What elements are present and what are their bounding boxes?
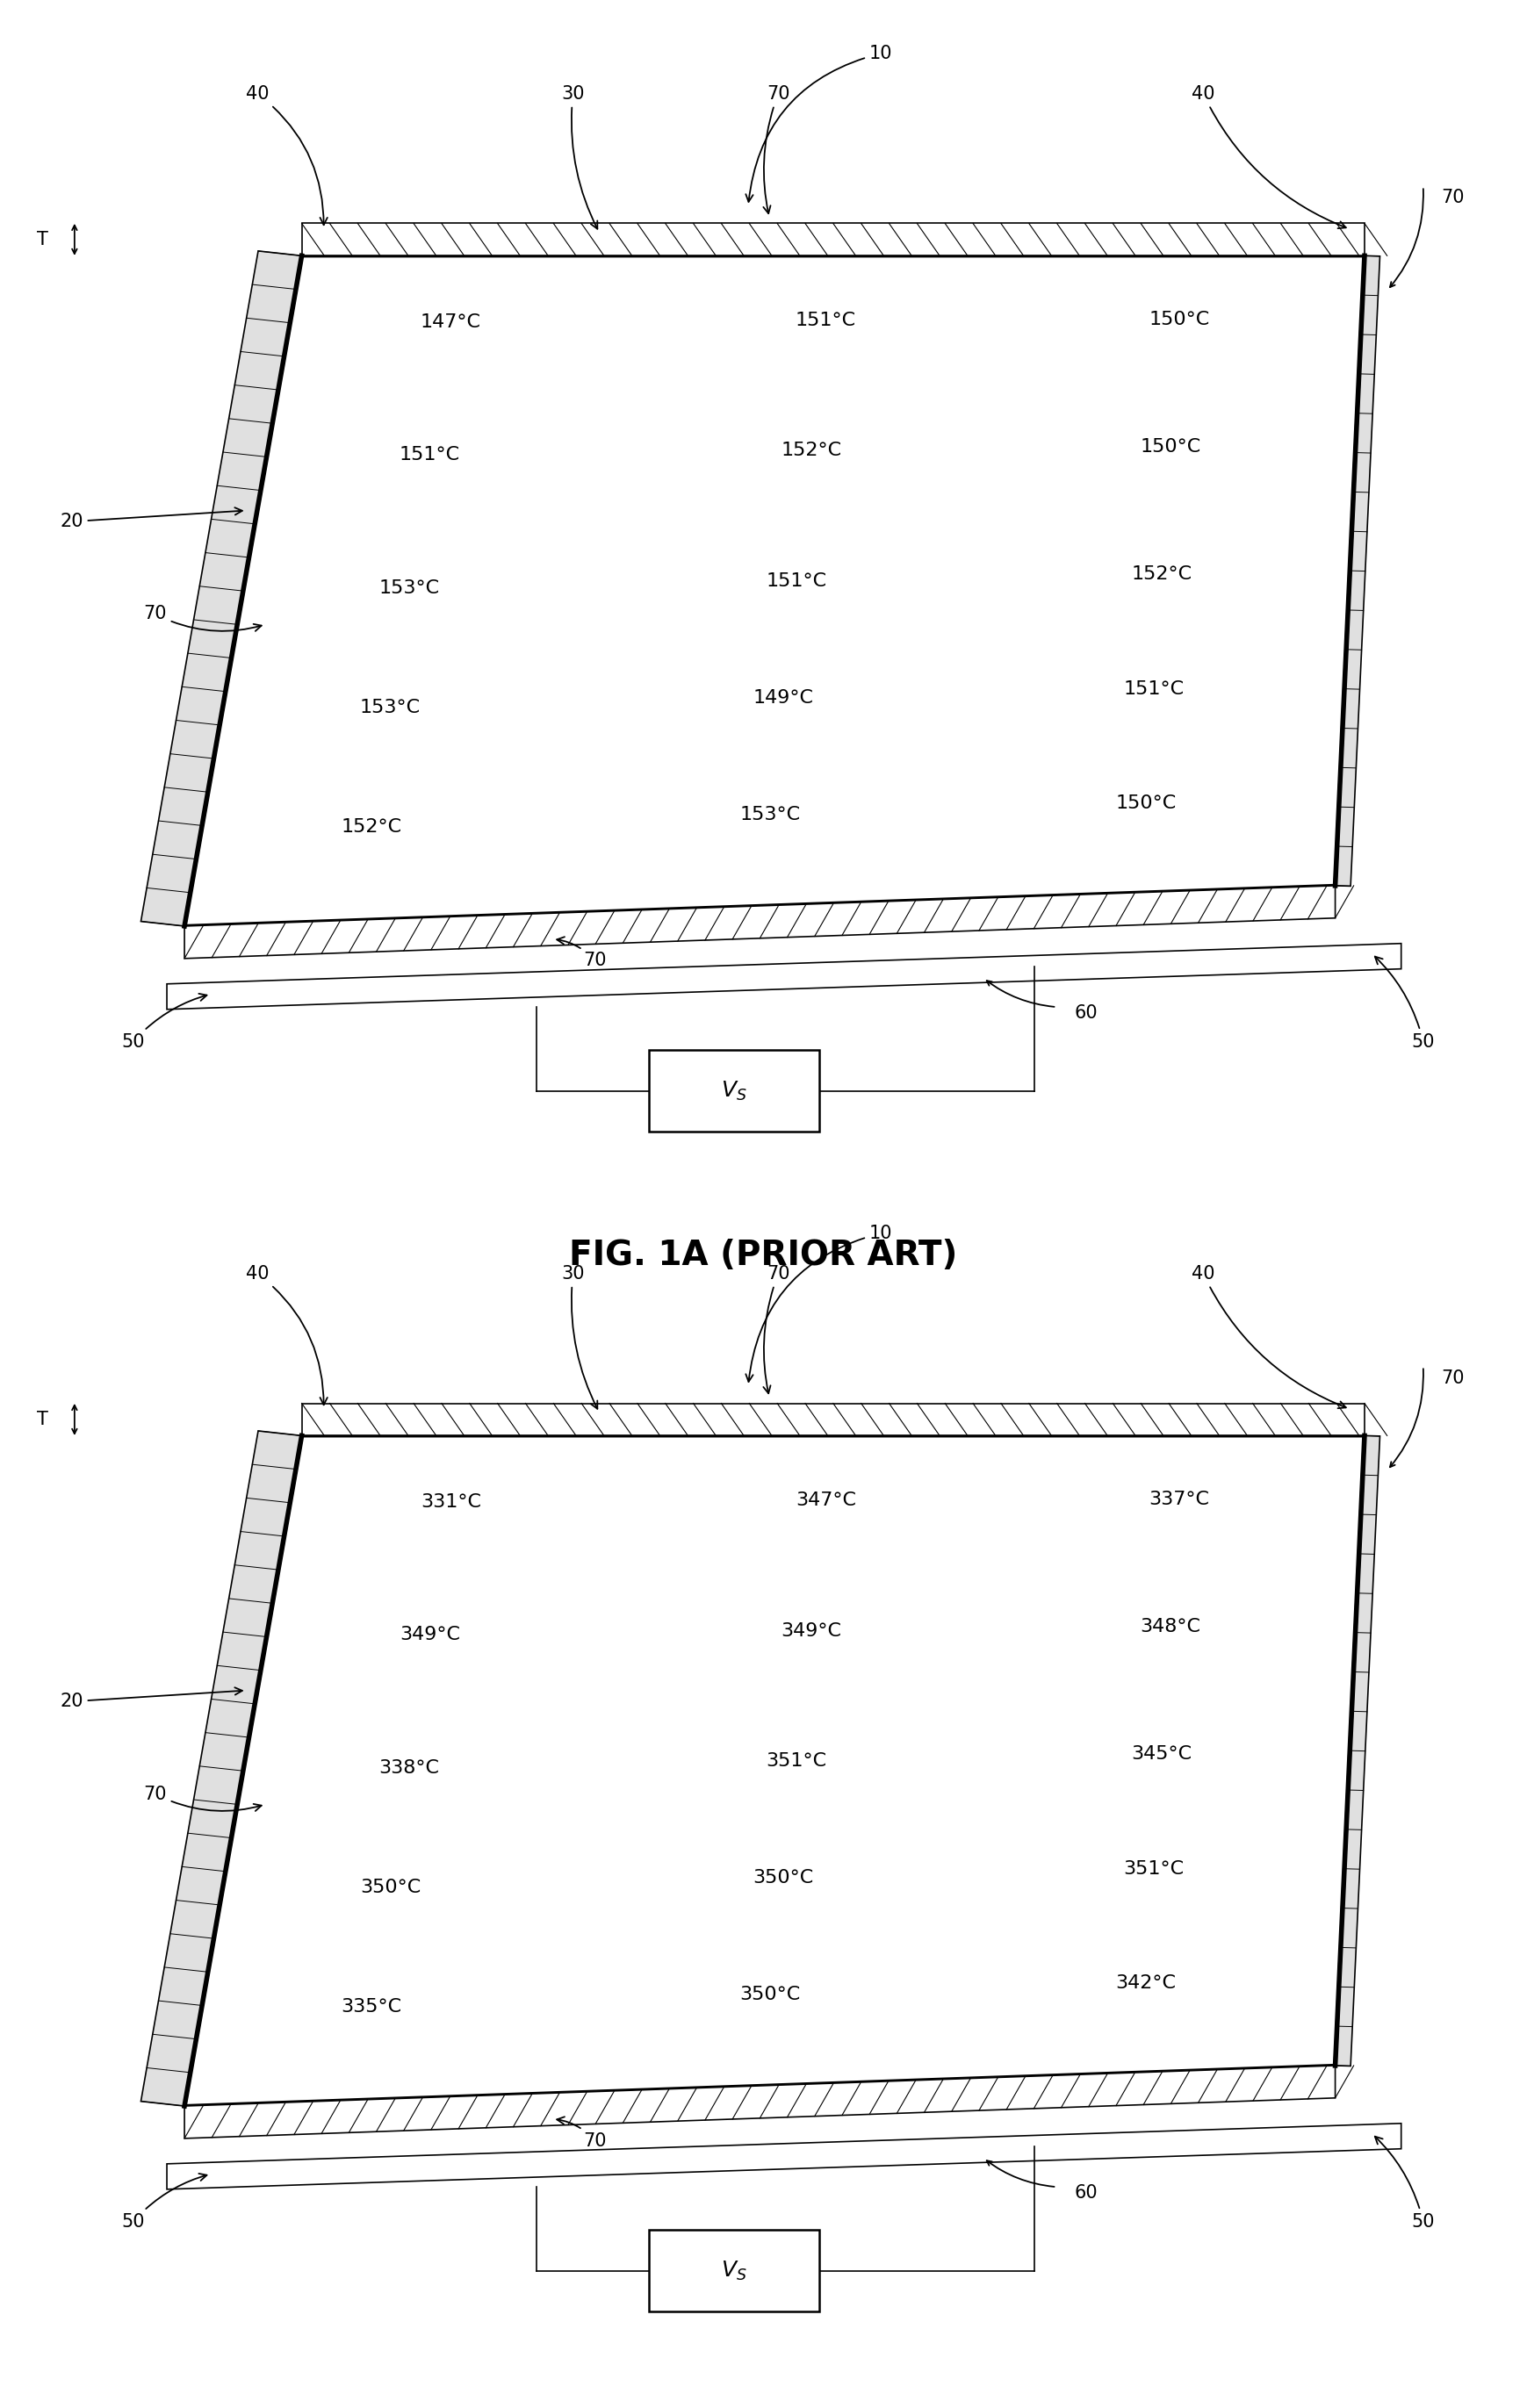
- Text: 40: 40: [1191, 1264, 1345, 1409]
- Text: 70: 70: [1441, 1370, 1464, 1387]
- Text: 151°C: 151°C: [400, 445, 460, 465]
- Text: 337°C: 337°C: [1150, 1491, 1209, 1507]
- Text: $V_S$: $V_S$: [721, 1079, 747, 1103]
- Text: 153°C: 153°C: [379, 578, 440, 597]
- FancyBboxPatch shape: [649, 1050, 818, 1132]
- Polygon shape: [185, 886, 1335, 958]
- Text: 150°C: 150°C: [1148, 311, 1209, 327]
- Text: 30: 30: [562, 1264, 597, 1409]
- Text: 20: 20: [60, 1688, 243, 1710]
- Polygon shape: [185, 255, 1365, 927]
- Text: 40: 40: [246, 1264, 327, 1404]
- Text: 20: 20: [60, 508, 243, 530]
- Text: T: T: [37, 1411, 47, 1428]
- Text: 70: 70: [144, 1784, 261, 1811]
- FancyBboxPatch shape: [649, 2230, 818, 2312]
- Text: 338°C: 338°C: [379, 1758, 440, 1777]
- Polygon shape: [1335, 1435, 1380, 2066]
- Text: 349°C: 349°C: [400, 1625, 460, 1645]
- Text: 151°C: 151°C: [767, 573, 826, 590]
- Text: 40: 40: [1191, 84, 1345, 229]
- Text: 331°C: 331°C: [420, 1493, 481, 1510]
- Text: 345°C: 345°C: [1132, 1746, 1193, 1763]
- Polygon shape: [140, 250, 302, 927]
- Text: 50: 50: [122, 2174, 206, 2230]
- Text: 151°C: 151°C: [1124, 679, 1183, 698]
- Text: 151°C: 151°C: [796, 313, 857, 330]
- Text: 152°C: 152°C: [780, 443, 841, 460]
- Text: 350°C: 350°C: [739, 1987, 800, 2003]
- Polygon shape: [1335, 255, 1380, 886]
- Text: 347°C: 347°C: [796, 1493, 857, 1510]
- Polygon shape: [166, 2124, 1402, 2189]
- Text: 348°C: 348°C: [1141, 1618, 1200, 1635]
- Text: 70: 70: [764, 84, 789, 214]
- Text: 149°C: 149°C: [753, 689, 814, 706]
- Text: 147°C: 147°C: [420, 313, 481, 330]
- Text: 153°C: 153°C: [739, 807, 800, 824]
- Text: 351°C: 351°C: [767, 1753, 826, 1770]
- Text: 50: 50: [122, 995, 206, 1050]
- Text: T: T: [37, 231, 47, 248]
- Text: 152°C: 152°C: [342, 819, 402, 836]
- Text: 70: 70: [1441, 190, 1464, 207]
- Text: 150°C: 150°C: [1141, 438, 1200, 455]
- Text: FIG. 1A (PRIOR ART): FIG. 1A (PRIOR ART): [570, 1238, 957, 1271]
- Text: 70: 70: [144, 604, 261, 631]
- Polygon shape: [166, 944, 1402, 1009]
- Text: 349°C: 349°C: [780, 1623, 841, 1640]
- Text: 10: 10: [745, 1226, 892, 1382]
- Text: 60: 60: [1075, 2184, 1098, 2201]
- Text: 10: 10: [745, 46, 892, 202]
- Text: 152°C: 152°C: [1132, 566, 1193, 583]
- Text: 342°C: 342°C: [1116, 1975, 1176, 1991]
- Text: 50: 50: [1374, 2136, 1435, 2230]
- Text: 350°C: 350°C: [360, 1878, 421, 1895]
- Text: 70: 70: [764, 1264, 789, 1394]
- Text: 70: 70: [557, 937, 606, 970]
- Polygon shape: [302, 1404, 1365, 1435]
- Text: 350°C: 350°C: [753, 1869, 814, 1885]
- Text: 335°C: 335°C: [342, 1999, 402, 2015]
- Text: 150°C: 150°C: [1115, 795, 1176, 811]
- Text: 50: 50: [1374, 956, 1435, 1050]
- Polygon shape: [185, 2066, 1335, 2138]
- Text: $V_S$: $V_S$: [721, 2259, 747, 2283]
- Polygon shape: [140, 1430, 302, 2107]
- Text: 153°C: 153°C: [360, 698, 421, 715]
- Polygon shape: [302, 224, 1365, 255]
- Text: 60: 60: [1075, 1004, 1098, 1021]
- Text: 351°C: 351°C: [1124, 1859, 1183, 1878]
- Text: 30: 30: [562, 84, 597, 229]
- Text: 70: 70: [557, 2117, 606, 2150]
- Text: 40: 40: [246, 84, 327, 224]
- Polygon shape: [185, 1435, 1365, 2107]
